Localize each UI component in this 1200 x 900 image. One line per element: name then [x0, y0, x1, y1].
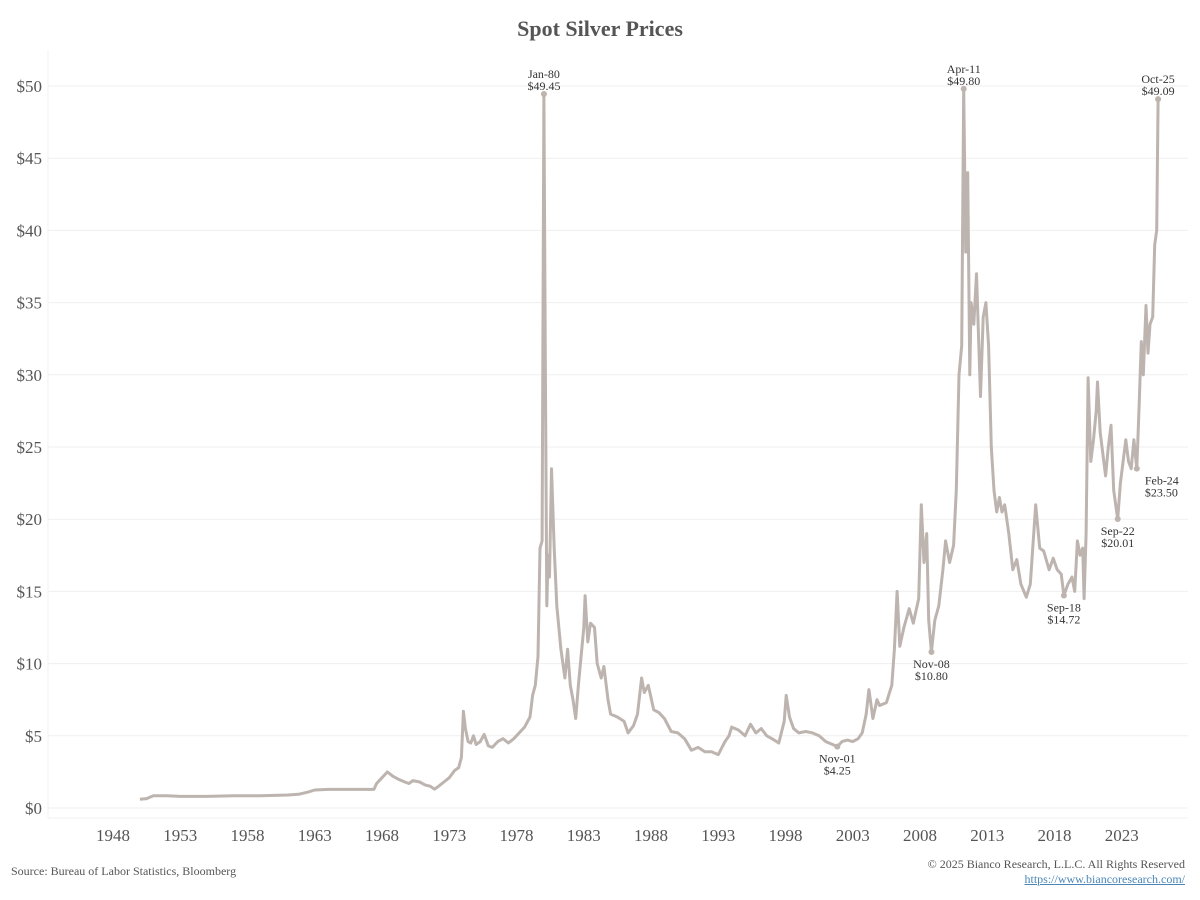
annotation-value: $14.72 [1047, 612, 1080, 626]
annotation-marker [960, 85, 967, 92]
x-tick-label: 2003 [836, 826, 870, 845]
y-tick-label: $45 [17, 149, 43, 168]
x-tick-label: 2023 [1105, 826, 1139, 845]
y-tick-label: $10 [17, 655, 43, 674]
annotation-value: $49.45 [527, 79, 560, 93]
x-tick-label: 2013 [970, 826, 1004, 845]
annotation-value: $4.25 [824, 764, 851, 778]
chart-title: Spot Silver Prices [517, 16, 683, 41]
x-tick-label: 1978 [500, 826, 534, 845]
annotation-date: Nov-08 [913, 657, 950, 671]
x-tick-label: 1983 [567, 826, 601, 845]
y-tick-label: $20 [17, 510, 43, 529]
annotation-marker [928, 649, 935, 656]
series-lines [139, 87, 1160, 801]
website-link[interactable]: https://www.biancoresearch.com/ [1024, 872, 1185, 886]
annotation-value: $49.09 [1142, 84, 1175, 98]
x-tick-label: 1993 [701, 826, 735, 845]
annotation-marker [1060, 592, 1067, 599]
y-tick-label: $25 [17, 438, 43, 457]
annotation-value: $49.80 [947, 74, 980, 88]
annotation-value: $23.50 [1145, 486, 1178, 500]
annotation-marker [540, 90, 547, 97]
annotation-date: Apr-11 [947, 62, 981, 76]
annotation-date: Sep-22 [1101, 524, 1135, 538]
x-tick-label: 1958 [231, 826, 265, 845]
x-tick-label: 1988 [634, 826, 668, 845]
source-note: Source: Bureau of Labor Statistics, Bloo… [11, 864, 237, 878]
annotation-value: $10.80 [915, 669, 948, 683]
annotations: Jan-80$49.45 Nov-01$4.25 Nov-08$10.80 Apr-1… [527, 62, 1178, 778]
annotation-marker [1114, 516, 1121, 523]
y-tick-label: $35 [17, 294, 43, 313]
axes: $0 $5 $10 $15 $20 $25 $30 $35 $40 $45 $50 1948 1953 1… [17, 50, 1188, 845]
y-tick-label: $5 [25, 727, 42, 746]
copyright-block: © 2025 Bianco Research, L.L.C. All Right… [928, 857, 1185, 887]
annotation-value: $20.01 [1101, 536, 1134, 550]
y-tick-label: $0 [25, 799, 42, 818]
y-tick-label: $50 [17, 77, 43, 96]
annotation-date: Sep-18 [1047, 600, 1081, 614]
y-tick-label: $15 [17, 582, 43, 601]
x-tick-label: 1968 [365, 826, 399, 845]
annotation-date: Jan-80 [528, 67, 560, 81]
copyright-text: © 2025 Bianco Research, L.L.C. All Right… [927, 857, 1185, 871]
x-tick-label: 1998 [769, 826, 803, 845]
y-tick-label: $30 [17, 366, 43, 385]
x-tick-label: 1963 [298, 826, 332, 845]
gridlines [48, 85, 1188, 809]
y-tick-label: $40 [17, 221, 43, 240]
x-tick-label: 1948 [96, 826, 130, 845]
annotation-marker [1133, 465, 1140, 472]
x-tick-label: 1973 [432, 826, 466, 845]
annotation-marker [1155, 96, 1162, 103]
x-tick-label: 1953 [163, 826, 197, 845]
annotation-marker [834, 743, 841, 750]
x-tick-label: 2018 [1038, 826, 1072, 845]
annotation-date: Feb-24 [1145, 474, 1179, 488]
annotation-date: Oct-25 [1141, 72, 1174, 86]
x-tick-label: 2008 [903, 826, 937, 845]
annotation-date: Nov-01 [819, 752, 856, 766]
series-line-silver [139, 87, 1160, 801]
